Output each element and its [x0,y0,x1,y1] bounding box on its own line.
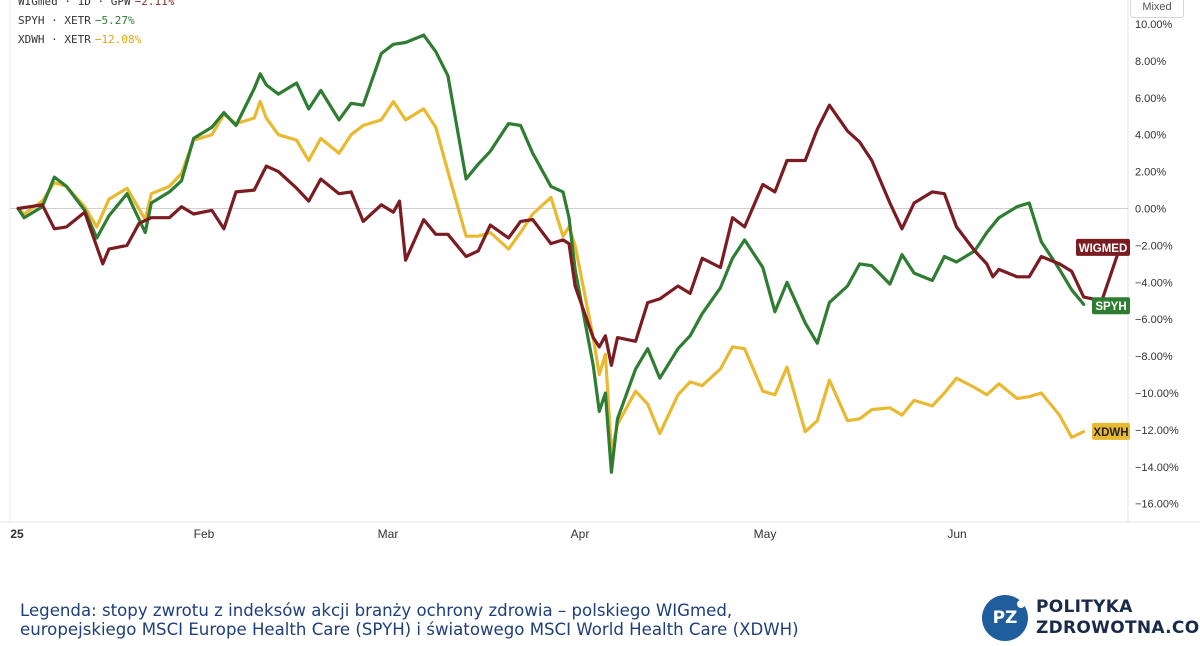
line-chart: 10.00% 8.00% 6.00% 4.00% 2.00% 0.00% −2.00% −4.… [0,0,1200,541]
caption: Legenda: stopy zwrotu z indeksów akcji b… [20,601,950,639]
logo-badge-icon: PZ [982,595,1028,641]
series-line-xdwh [16,99,1086,454]
end-label-bg [1076,238,1130,256]
y-tick-label: −4.00% [1135,277,1173,289]
legend-change: −5.27% [94,14,135,27]
y-tick-label: 0.00% [1135,204,1166,216]
logo-wordmark: POLITYKA ZDROWOTNA.COM [1036,597,1200,639]
end-label-spyh: SPYH [1092,297,1130,315]
logo-dot [1017,600,1025,608]
y-tick-label: −2.00% [1135,240,1173,252]
y-tick-label: 6.00% [1135,93,1166,105]
caption-line-2: europejskiego MSCI Europe Health Care (S… [20,620,799,639]
logo-line-2: ZDROWOTNA.COM [1036,618,1200,638]
end-label-text: SPYH [1095,301,1126,313]
x-tick-label: Jun [947,527,966,541]
legend-label: XDWH · XETR [18,33,91,46]
x-tick-label: 25 [10,527,24,541]
legend-item-spyh[interactable]: SPYH · XETR −5.27% [18,14,135,27]
legend-label: SPYH · XETR [18,14,91,27]
end-label-wigmed: WIGMED [1076,238,1130,256]
logo-initials: PZ [992,608,1018,628]
logo-line-1: POLITYKA [1036,597,1133,617]
chart-axes: 10.00% 8.00% 6.00% 4.00% 2.00% 0.00% −2.00% −4.… [0,0,1200,541]
legend-change: −12.08% [94,33,142,46]
end-label-bg [1092,297,1130,315]
scale-mode-button[interactable]: Mixed [1130,0,1184,18]
caption-line-1: Legenda: stopy zwrotu z indeksów akcji b… [20,601,733,620]
x-tick-label: Apr [571,527,590,541]
y-tick-label: 4.00% [1135,130,1166,142]
end-label-bg [1092,422,1130,440]
x-tick-label: Feb [194,527,215,541]
end-label-xdwh: XDWH [1092,422,1130,440]
legend-item-wigmed[interactable]: WIGmed · 1D · GPW −2.11% [18,0,174,8]
y-tick-label: 8.00% [1135,56,1166,68]
y-tick-label: −16.00% [1135,499,1179,511]
x-tick-label: Mar [378,527,399,541]
series-line-wigmed [16,103,1122,367]
y-tick-label: 10.00% [1135,19,1173,31]
end-labels: WIGMED SPYH XDWH [1076,238,1130,440]
legend-item-xdwh[interactable]: XDWH · XETR −12.08% [18,33,141,46]
end-label-text: WIGMED [1079,243,1128,255]
legend-label: WIGmed · 1D · GPW [18,0,131,8]
y-tick-label: −12.00% [1135,425,1179,437]
y-tick-label: −8.00% [1135,351,1173,363]
y-tick-label: −14.00% [1135,462,1179,474]
series-layer [16,33,1122,474]
site-logo[interactable]: PZ POLITYKA ZDROWOTNA.COM [982,595,1200,641]
y-tick-label: 2.00% [1135,167,1166,179]
y-tick-label: −10.00% [1135,388,1179,400]
y-tick-label: −6.00% [1135,314,1173,326]
end-label-text: XDWH [1093,427,1128,439]
series-line-spyh [16,33,1086,474]
legend-change: −2.11% [134,0,175,8]
x-tick-label: May [754,527,777,541]
